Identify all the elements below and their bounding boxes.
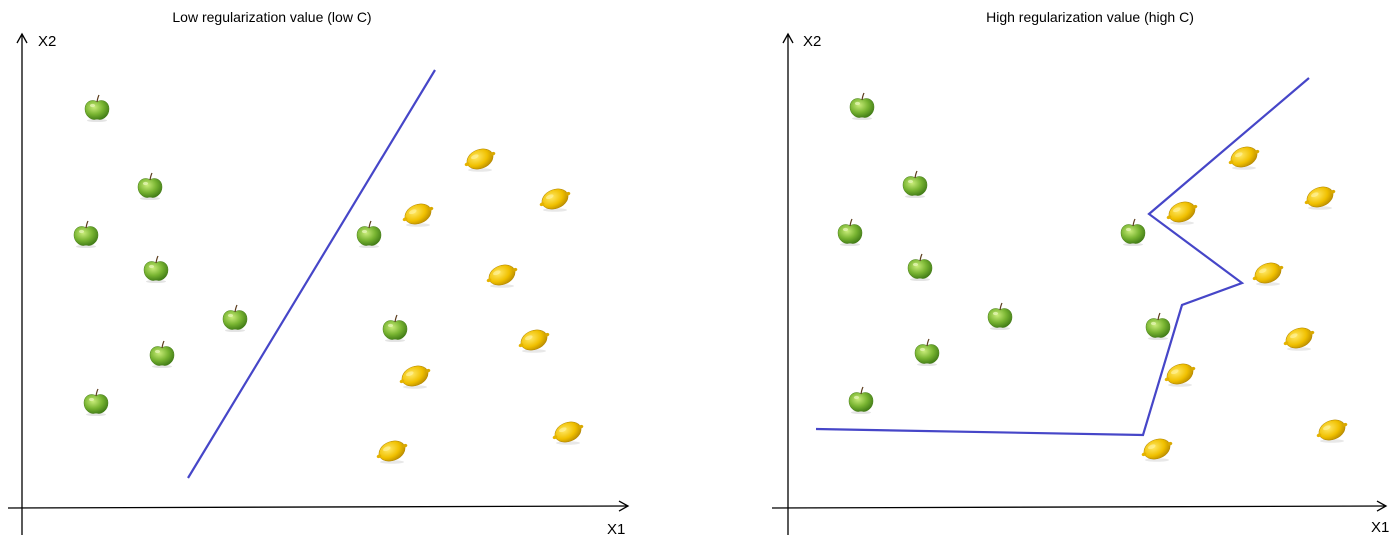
lemon-icon [1251,259,1285,287]
apple-icon [356,220,382,248]
apple-icon [382,314,408,342]
apples [837,92,1171,414]
lemon-icon [401,200,435,228]
apple-icon [1145,312,1171,340]
lemon-icon [1227,143,1261,171]
apple-icon [914,338,940,366]
x-axis-label: X1 [1371,519,1389,536]
y-axis-label: X2 [38,33,56,50]
apple-icon [837,218,863,246]
apple-icon [987,302,1013,330]
apple-icon [83,388,109,416]
lemon-icon [1315,416,1349,444]
lemon-icon [375,437,409,465]
apples [73,94,408,416]
lemon-icon [1140,435,1174,463]
x-axis [7,500,630,512]
lemon-icon [463,145,497,173]
x-axis-label: X1 [607,521,625,538]
lemon-icon [1303,183,1337,211]
lemons [375,145,585,465]
x-axis [771,500,1388,512]
panel-low-c: Low regularization value (low C) X2 X1 [7,9,630,538]
apple-icon [1120,218,1146,246]
apple-icon [137,172,163,200]
lemon-icon [485,261,519,289]
lemon-icon [1165,198,1199,226]
panel-title: High regularization value (high C) [986,9,1194,25]
lemon-icon [1163,360,1197,388]
lemon-icon [538,185,572,213]
decision-boundary-line [187,69,436,479]
lemon-icon [551,418,585,446]
apple-icon [149,340,175,368]
lemon-icon [517,326,551,354]
lemon-icon [1282,324,1316,352]
apple-icon [222,304,248,332]
y-axis-label: X2 [803,33,821,50]
panel-high-c: High regularization value (high C) X2 X1 [771,9,1389,536]
panel-title: Low regularization value (low C) [172,9,371,25]
apple-icon [902,170,928,198]
lemon-icon [398,362,432,390]
apple-icon [84,94,110,122]
decision-boundary-line [815,77,1310,437]
apple-icon [73,220,99,248]
apple-icon [848,386,874,414]
apple-icon [849,92,875,120]
apple-icon [907,253,933,281]
apple-icon [143,255,169,283]
lemons [1140,143,1349,463]
